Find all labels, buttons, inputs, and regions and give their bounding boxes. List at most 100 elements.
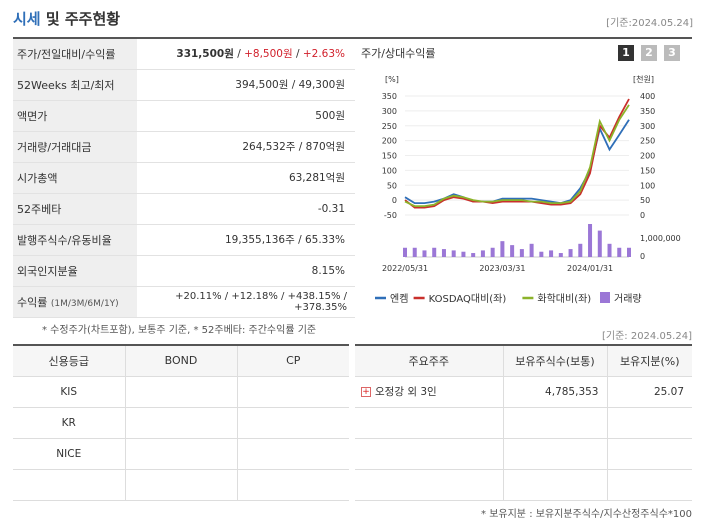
left-tick-label: 200 (382, 137, 397, 146)
left-tick-label: 250 (382, 122, 397, 131)
x-tick-label: 2024/01/31 (567, 264, 613, 273)
volume-bar (422, 250, 427, 257)
chart-tabs: 1 2 3 (618, 45, 680, 61)
right-tick-label: 50 (640, 196, 650, 205)
series-line (404, 98, 630, 209)
chart-panel: 주가/상대수익률 1 2 3 [%] [천원] 350 300 250 200 150 100… (355, 37, 692, 315)
reference-date: [기준:2024.05.24] (606, 18, 693, 29)
legend-swatch (600, 292, 610, 303)
legend-label: 화학대비(좌) (537, 293, 591, 305)
table-row (355, 438, 692, 470)
volume-bar (597, 230, 602, 257)
volume-bar (529, 243, 534, 257)
volume-bar (519, 249, 524, 257)
table-row (13, 469, 349, 501)
volume-bar (490, 247, 495, 257)
table-row: KIS (13, 376, 349, 408)
footnote-bottom: * 보유지분 : 보유지분주식수/지수산정주식수*100 (481, 509, 692, 520)
credit-header-grade: 신용등급 (13, 345, 126, 377)
table-row: NICE (13, 438, 349, 470)
volume-tick-label: 1,000,000 (640, 234, 681, 243)
volume-bar (412, 247, 417, 257)
mcap-row: 시가총액 63,281억원 (13, 162, 355, 194)
right-axis-unit: [천원] (633, 74, 654, 84)
volume-bar (588, 224, 593, 257)
left-tick-label: 150 (382, 152, 397, 161)
volume-bar (451, 250, 456, 257)
price-label: 주가/전일대비/수익률 (13, 38, 137, 70)
volume-bar (549, 250, 554, 257)
credit-header-bond: BOND (125, 345, 238, 377)
series-line (404, 119, 630, 205)
volume-bar (510, 245, 515, 257)
page-title: 시세 및 주주현황 (13, 10, 121, 28)
volume-bar (539, 251, 544, 257)
left-tick-label: 50 (387, 181, 397, 190)
x-tick-label: 2023/03/31 (479, 264, 525, 273)
legend-label: 엔켐 (390, 293, 408, 305)
chart-tab-1[interactable]: 1 (618, 45, 634, 61)
volume-bar (461, 251, 466, 257)
foreign-row: 외국인지분율 8.15% (13, 255, 355, 287)
chart-title: 주가/상대수익률 (361, 47, 436, 60)
holders-header-shares: 보유주식수(보통) (503, 345, 608, 377)
credit-header-cp: CP (237, 345, 349, 377)
left-tick-label: -50 (384, 211, 397, 220)
beta-row: 52주베타 -0.31 (13, 193, 355, 225)
volume-bar (627, 247, 631, 257)
legend-label: KOSDAQ대비(좌) (429, 293, 507, 305)
footnote-left: * 수정주가(차트포함), 보통주 기준, * 52주베타: 주간수익률 기준 (42, 325, 317, 336)
volume-bar (500, 241, 505, 257)
right-tick-label: 150 (640, 166, 655, 175)
volume-bar (480, 250, 485, 257)
footnote-date: [기준: 2024.05.24] (601, 331, 692, 342)
volume-bar (432, 247, 437, 257)
right-tick-label: 350 (640, 107, 655, 116)
right-tick-label: 250 (640, 137, 655, 146)
volume-row: 거래량/거래대금 264,532주 / 870억원 (13, 131, 355, 163)
volume-bar (607, 243, 612, 257)
table-row (355, 469, 692, 501)
table-row: + 오정강 외 3인 4,785,353 25.07 (355, 376, 692, 408)
right-tick-label: 300 (640, 122, 655, 131)
holder-name[interactable]: 오정강 외 3인 (375, 386, 437, 398)
credit-rating-table: 신용등급 BOND CP KIS KR NICE (13, 344, 349, 501)
price-info-table: 주가/전일대비/수익률 331,500원 / +8,500원 / +2.63% … (13, 37, 355, 318)
section-header: 시세 및 주주현황 [기준:2024.05.24] (13, 8, 693, 34)
left-tick-label: 350 (382, 92, 397, 101)
holders-header-name: 주요주주 (355, 345, 504, 377)
volume-bar (617, 247, 622, 257)
left-axis-unit: [%] (385, 75, 399, 84)
left-tick-label: 100 (382, 166, 397, 175)
right-tick-label: 200 (640, 152, 655, 161)
expand-plus-icon[interactable]: + (361, 387, 371, 397)
price-value: 331,500원 / +8,500원 / +2.63% (137, 38, 355, 70)
volume-bar (568, 249, 573, 257)
left-tick-label: 300 (382, 107, 397, 116)
right-tick-label: 0 (640, 211, 645, 220)
week52-row: 52Weeks 최고/최저 394,500원 / 49,300원 (13, 69, 355, 101)
table-row: KR (13, 407, 349, 439)
volume-bar (403, 247, 407, 257)
volume-bar (441, 249, 446, 257)
series-line (404, 104, 630, 208)
chart-tab-3[interactable]: 3 (664, 45, 680, 61)
volume-zero-label: 0 (640, 252, 645, 261)
price-row: 주가/전일대비/수익률 331,500원 / +8,500원 / +2.63% (13, 38, 355, 70)
price-chart: [%] [천원] 350 300 250 200 150 100 50 0 -50 400 350 300… (375, 74, 681, 305)
returns-row: 수익률 (1M/3M/6M/1Y) +20.11% / +12.18% / +4… (13, 286, 355, 318)
legend-label: 거래량 (614, 293, 642, 305)
right-tick-label: 100 (640, 181, 655, 190)
right-tick-label: 400 (640, 92, 655, 101)
shares-row: 발행주식수/유동비율 19,355,136주 / 65.33% (13, 224, 355, 256)
x-tick-label: 2022/05/31 (382, 264, 428, 273)
major-shareholders-table: 주요주주 보유주식수(보통) 보유지분(%) + 오정강 외 3인 4,785,3… (355, 344, 692, 501)
volume-bar (558, 253, 563, 257)
holders-header-pct: 보유지분(%) (607, 345, 692, 377)
left-tick-label: 0 (392, 196, 397, 205)
chart-tab-2[interactable]: 2 (641, 45, 657, 61)
volume-bar (471, 253, 476, 257)
table-row (355, 407, 692, 439)
volume-bar (578, 243, 583, 257)
par-row: 액면가 500원 (13, 100, 355, 132)
